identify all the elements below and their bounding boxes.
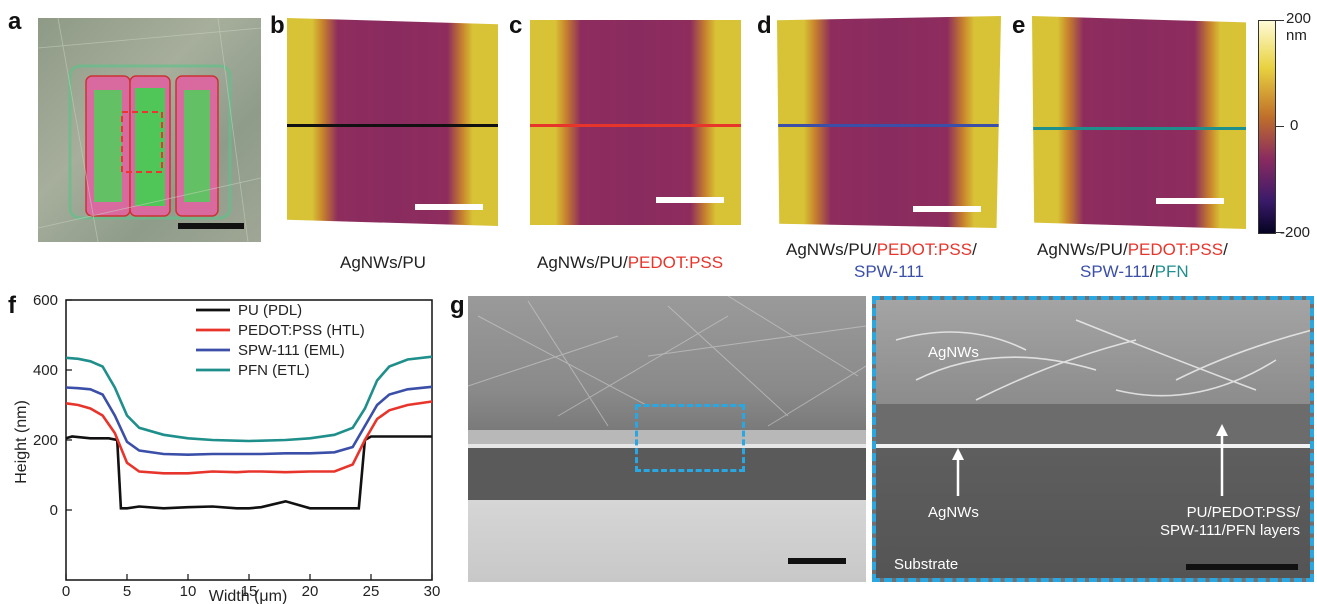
afm-image-b bbox=[287, 18, 498, 226]
colorbar-unit: nm bbox=[1286, 27, 1307, 44]
height-profile-chart: 0 5 10 15 20 25 30 0 200 400 600 PU (PDL) PEDOT:PSS… bbox=[13, 292, 441, 604]
sem-image-overview bbox=[468, 296, 866, 582]
label-substrate: Substrate bbox=[894, 556, 959, 573]
colorbar bbox=[1258, 20, 1276, 234]
colorbar-max-label: 200 bbox=[1286, 10, 1312, 27]
x-tick-label: 15 bbox=[241, 583, 258, 600]
scale-bar bbox=[656, 197, 724, 203]
sem-image-zoom: AgNWs AgNWs PU/PEDOT:PSS/ SPW-111/PFN la… bbox=[872, 296, 1314, 582]
scale-bar bbox=[178, 223, 244, 229]
profile-line bbox=[530, 124, 741, 127]
panel-label-f: f bbox=[8, 292, 16, 319]
label-layers-line1: PU/PEDOT:PSS/ bbox=[1186, 504, 1300, 521]
label-layers-line2: SPW-111/PFN layers bbox=[1159, 522, 1300, 539]
scale-bar bbox=[415, 204, 483, 210]
panel-label-e: e bbox=[1012, 12, 1026, 39]
colorbar-mid-label: 0 bbox=[1290, 117, 1299, 134]
y-tick-label: 600 bbox=[33, 292, 58, 309]
panel-label-d: d bbox=[757, 12, 772, 39]
y-tick-label: 200 bbox=[33, 432, 58, 449]
caption-e-line2: SPW-111/PFN bbox=[1080, 262, 1189, 281]
y-axis-label: Height (nm) bbox=[13, 400, 30, 484]
panel-label-c: c bbox=[509, 12, 523, 39]
caption-b: AgNWs/PU bbox=[340, 253, 426, 272]
scale-bar bbox=[1156, 198, 1224, 204]
x-axis-label: Width (μm) bbox=[209, 588, 288, 604]
caption-e-line1: AgNWs/PU/PEDOT:PSS/ bbox=[1037, 240, 1228, 259]
label-agnws-bottom: AgNWs bbox=[928, 504, 979, 521]
series-line-3 bbox=[65, 355, 433, 443]
x-tick-label: 5 bbox=[123, 583, 131, 600]
panel-label-b: b bbox=[270, 12, 285, 39]
colorbar-min-label: -200 bbox=[1280, 224, 1311, 241]
afm-image-c bbox=[530, 20, 741, 225]
series-line-1 bbox=[65, 400, 433, 475]
y-tick-label: 400 bbox=[33, 362, 58, 379]
scale-bar bbox=[1186, 564, 1298, 570]
x-tick-label: 0 bbox=[62, 583, 70, 600]
profile-line bbox=[777, 124, 1001, 127]
label-agnws-top: AgNWs bbox=[928, 344, 979, 361]
caption-d-line1: AgNWs/PU/PEDOT:PSS/ bbox=[786, 240, 977, 259]
series-line-2 bbox=[65, 385, 433, 457]
caption-d-line2: SPW-111 bbox=[854, 262, 924, 281]
scale-bar bbox=[913, 206, 981, 212]
legend-label: SPW-111 (EML) bbox=[238, 342, 345, 359]
optical-micrograph bbox=[38, 18, 261, 242]
x-tick-label: 25 bbox=[363, 583, 380, 600]
x-tick-label: 30 bbox=[424, 583, 441, 600]
profile-line bbox=[287, 124, 498, 127]
x-tick-label: 10 bbox=[180, 583, 197, 600]
afm-image-e bbox=[1032, 16, 1246, 229]
panel-label-a: a bbox=[8, 8, 22, 35]
legend-label: PFN (ETL) bbox=[238, 362, 310, 379]
legend-label: PEDOT:PSS (HTL) bbox=[238, 322, 365, 339]
legend-label: PU (PDL) bbox=[238, 302, 302, 319]
caption-c: AgNWs/PU/PEDOT:PSS bbox=[537, 253, 724, 272]
panel-label-g: g bbox=[450, 292, 465, 319]
x-tick-label: 20 bbox=[302, 583, 319, 600]
scale-bar bbox=[788, 558, 846, 564]
y-tick-label: 0 bbox=[50, 502, 58, 519]
afm-image-d bbox=[777, 16, 1001, 228]
zoom-region-box bbox=[635, 404, 745, 472]
profile-line bbox=[1032, 127, 1246, 130]
